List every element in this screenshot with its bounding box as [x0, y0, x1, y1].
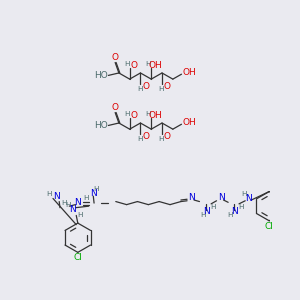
Text: H: H [158, 86, 164, 92]
Text: N: N [74, 198, 81, 207]
Text: O: O [112, 103, 119, 112]
Text: O: O [164, 82, 171, 91]
Text: H: H [146, 61, 151, 67]
Text: H: H [158, 136, 164, 142]
Text: N: N [203, 207, 210, 216]
Text: N: N [53, 192, 59, 201]
Text: H: H [124, 111, 129, 117]
Text: O: O [112, 53, 119, 62]
Text: Cl: Cl [265, 222, 274, 231]
Text: O: O [130, 111, 137, 120]
Text: HO: HO [94, 121, 107, 130]
Text: H: H [137, 86, 142, 92]
Text: O: O [142, 132, 149, 141]
Text: O: O [142, 82, 149, 91]
Text: H: H [77, 212, 83, 218]
Text: N: N [69, 205, 76, 214]
Text: H: H [84, 196, 89, 202]
Text: H: H [227, 212, 232, 218]
Text: N: N [245, 194, 252, 203]
Text: H: H [200, 212, 205, 218]
Text: H: H [94, 186, 99, 192]
Text: O: O [164, 132, 171, 141]
Text: H: H [46, 191, 52, 197]
Text: N: N [231, 207, 238, 216]
Text: H: H [65, 202, 70, 208]
Text: H: H [146, 111, 151, 117]
Text: H: H [124, 61, 129, 67]
Text: H: H [137, 136, 142, 142]
Text: N: N [188, 193, 195, 202]
Text: OH: OH [148, 111, 162, 120]
Text: N: N [218, 193, 224, 202]
Text: H: H [211, 204, 216, 210]
Text: O: O [130, 61, 137, 70]
Text: H: H [238, 204, 244, 210]
Text: OH: OH [148, 61, 162, 70]
Text: OH: OH [182, 68, 196, 77]
Text: Cl: Cl [74, 253, 82, 262]
Text: N: N [90, 189, 97, 198]
Text: H: H [61, 200, 67, 206]
Text: H: H [241, 191, 246, 197]
Text: HO: HO [94, 71, 107, 80]
Text: OH: OH [182, 118, 196, 127]
